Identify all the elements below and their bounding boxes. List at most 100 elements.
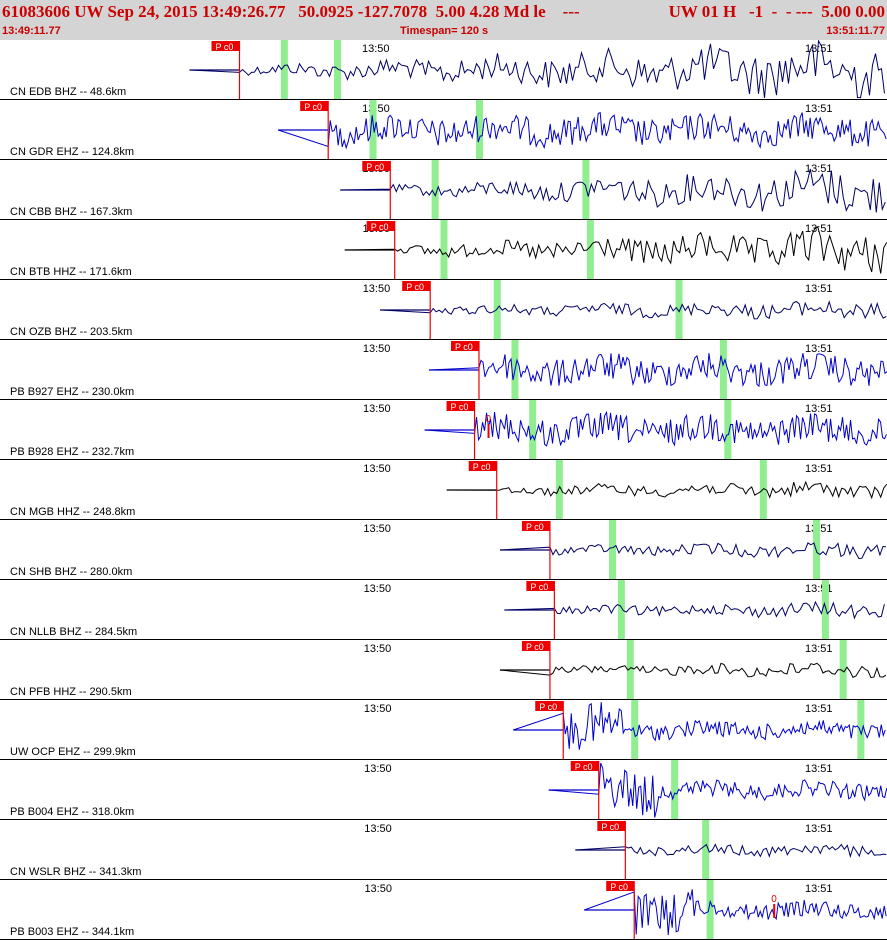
time-tick-label: 13:51 [805, 103, 833, 115]
phase-marker [671, 760, 679, 819]
phase-marker [334, 40, 342, 99]
time-tick-label: 13:51 [805, 463, 833, 475]
time-tick-label: 13:50 [364, 883, 392, 895]
p-pick-flag [450, 341, 479, 351]
event-header: 61083606 UW Sep 24, 2015 13:49:26.77 50.… [0, 0, 887, 40]
p-pick-flag [366, 221, 395, 231]
time-tick-label: 13:51 [805, 283, 833, 295]
p-pick-flag [446, 401, 475, 411]
phase-marker [431, 160, 439, 219]
time-tick-label: 13:50 [364, 703, 392, 715]
time-tick-label: 13:51 [805, 163, 833, 175]
time-tick-label: 13:50 [362, 43, 390, 55]
trace-label: PB B003 EHZ -- 344.1km [10, 926, 134, 938]
phase-marker [821, 580, 829, 639]
p-pick-flag [521, 521, 550, 531]
phase-marker [839, 640, 847, 699]
trace-row: 13:50 13:51 P c0 CN WSLR BHZ -- 341.3km [0, 820, 887, 880]
p-pick-label: P c0 [304, 102, 322, 112]
trace-label: CN SHB BHZ -- 280.0km [10, 566, 132, 578]
trace-row: 13:50 13:51 P c0 PB B004 EHZ -- 318.0km [0, 760, 887, 820]
phase-marker [280, 40, 288, 99]
trace-label: CN PFB HHZ -- 290.5km [10, 686, 132, 698]
p-pick-flag [521, 641, 550, 651]
trace-label: CN GDR EHZ -- 124.8km [10, 146, 134, 158]
waveform-trace [504, 600, 885, 620]
waveform-trace [380, 300, 887, 320]
amp-marker-label: 0 [771, 894, 777, 905]
waveform-trace [499, 662, 887, 679]
waveform-trace [340, 168, 886, 213]
p-pick-flag [300, 101, 329, 111]
p-pick-flag [535, 701, 564, 711]
p-pick-label: P c0 [526, 522, 544, 532]
phase-marker [369, 100, 377, 159]
waveform-trace [424, 410, 887, 447]
waveform-trace [446, 480, 887, 500]
time-tick-label: 13:51 [805, 703, 833, 715]
time-tick-label: 13:50 [364, 823, 392, 835]
amp-marker-label: 0 [486, 414, 492, 425]
phase-marker [609, 520, 617, 579]
time-tick-label: 13:51 [805, 823, 833, 835]
phase-marker [631, 700, 639, 759]
start-time: 13:49:11.77 [2, 25, 61, 37]
trace-row: 13:50 13:51 P c0 PB B927 EHZ -- 230.0km [0, 340, 887, 400]
p-pick-flag [211, 41, 240, 51]
p-pick-label: P c0 [215, 42, 233, 52]
phase-marker [857, 700, 865, 759]
waveform-trace [428, 353, 887, 388]
phase-marker [724, 400, 732, 459]
trace-label: PB B927 EHZ -- 230.0km [10, 386, 134, 398]
p-pick-flag [526, 581, 555, 591]
time-tick-label: 13:51 [805, 643, 833, 655]
trace-label: CN BTB HHZ -- 171.6km [10, 266, 132, 278]
time-tick-label: 13:51 [805, 343, 833, 355]
end-time: 13:51:11.77 [826, 25, 885, 37]
time-tick-label: 13:50 [364, 583, 392, 595]
p-pick-flag [468, 461, 497, 471]
phase-marker [586, 220, 594, 279]
time-tick-label: 13:51 [805, 883, 833, 895]
p-pick-flag [570, 761, 599, 771]
p-pick-label: P c0 [539, 702, 557, 712]
phase-marker [440, 220, 448, 279]
phase-marker [493, 280, 501, 339]
phase-marker [529, 400, 537, 459]
phase-marker [675, 280, 683, 339]
event-title: 61083606 UW Sep 24, 2015 13:49:26.77 50.… [2, 2, 580, 21]
trace-label: CN EDB BHZ -- 48.6km [10, 86, 126, 98]
trace-row: 13:50 13:51 P c0 0 PB B003 EHZ -- 344.1km [0, 880, 887, 940]
time-tick-label: 13:50 [364, 763, 392, 775]
time-tick-label: 13:50 [363, 343, 391, 355]
trace-label: PB B004 EHZ -- 318.0km [10, 806, 134, 818]
waveform-trace [189, 40, 885, 99]
phase-marker [626, 640, 634, 699]
trace-row: 13:50 13:51 P c0 CN MGB HHZ -- 248.8km [0, 460, 887, 520]
phase-marker [582, 160, 590, 219]
trace-label: CN WSLR BHZ -- 341.3km [10, 866, 141, 878]
p-pick-label: P c0 [530, 582, 548, 592]
phase-marker [813, 520, 821, 579]
p-pick-label: P c0 [601, 822, 619, 832]
time-tick-label: 13:51 [805, 763, 833, 775]
waveform-trace [278, 111, 887, 150]
phase-marker [702, 820, 710, 879]
p-pick-flag [402, 281, 431, 291]
p-pick-label: P c0 [366, 162, 384, 172]
p-pick-label: P c0 [406, 282, 424, 292]
time-tick-label: 13:50 [363, 283, 391, 295]
phase-marker [475, 100, 483, 159]
phase-marker [719, 340, 727, 399]
time-tick-label: 13:50 [363, 463, 391, 475]
waveform-trace [499, 542, 886, 560]
timespan-label: Timespan= 120 s [400, 25, 489, 37]
time-tick-label: 13:50 [364, 643, 392, 655]
phase-marker [706, 880, 714, 939]
trace-label: CN NLLB BHZ -- 284.5km [10, 626, 137, 638]
p-pick-label: P c0 [526, 642, 544, 652]
